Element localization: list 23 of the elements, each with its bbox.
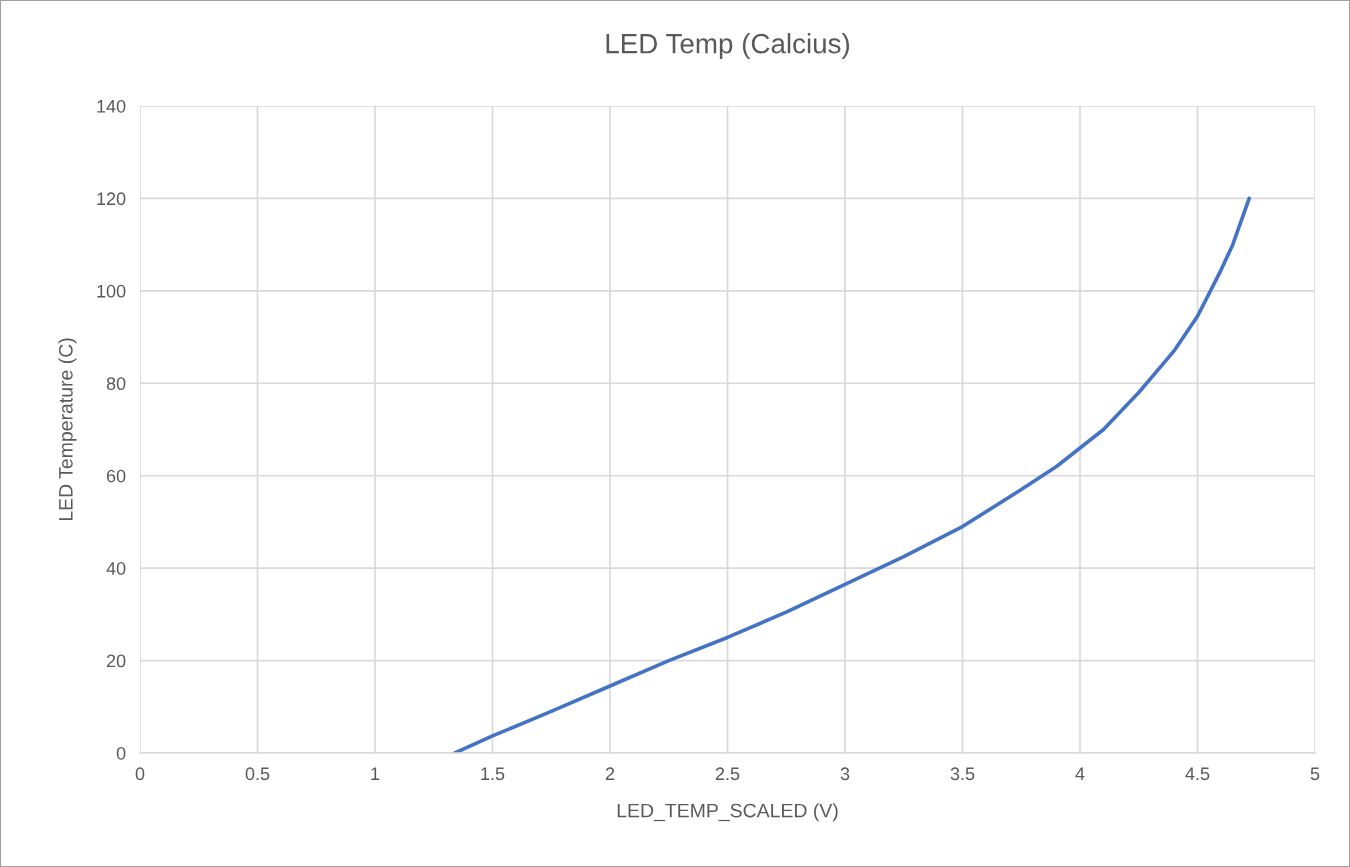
x-tick-label: 4.5 [1185, 767, 1210, 781]
x-tick-label: 0.5 [245, 767, 270, 781]
x-tick-label: 0 [135, 767, 145, 781]
x-tick-label: 2 [605, 767, 615, 780]
x-tick-label: 2.5 [715, 767, 740, 781]
y-tick-label: 0 [116, 746, 126, 760]
y-tick-label: 100 [97, 284, 126, 298]
y-tick-label: 40 [106, 562, 126, 575]
x-tick-label: 5 [1310, 767, 1320, 781]
x-axis-title: LED_TEMP_SCALED (V) [617, 803, 838, 822]
y-tick-label: 120 [97, 192, 126, 206]
y-axis-title: LED Temperature (C) [58, 338, 77, 521]
x-tick-label: 3 [840, 767, 850, 781]
y-tick-label: 20 [106, 654, 126, 668]
y-tick-label: 140 [97, 99, 126, 113]
chart-title: LED Temp (Calcius) [606, 33, 850, 59]
line-series [453, 196, 1252, 753]
x-tick-label: 4 [1075, 767, 1085, 780]
x-tick-label: 3.5 [950, 767, 975, 781]
y-tick-label: 60 [106, 469, 126, 483]
x-tick-label: 1.5 [481, 767, 505, 781]
x-tick-label: 1 [371, 767, 380, 780]
y-tick-label: 80 [106, 377, 126, 391]
